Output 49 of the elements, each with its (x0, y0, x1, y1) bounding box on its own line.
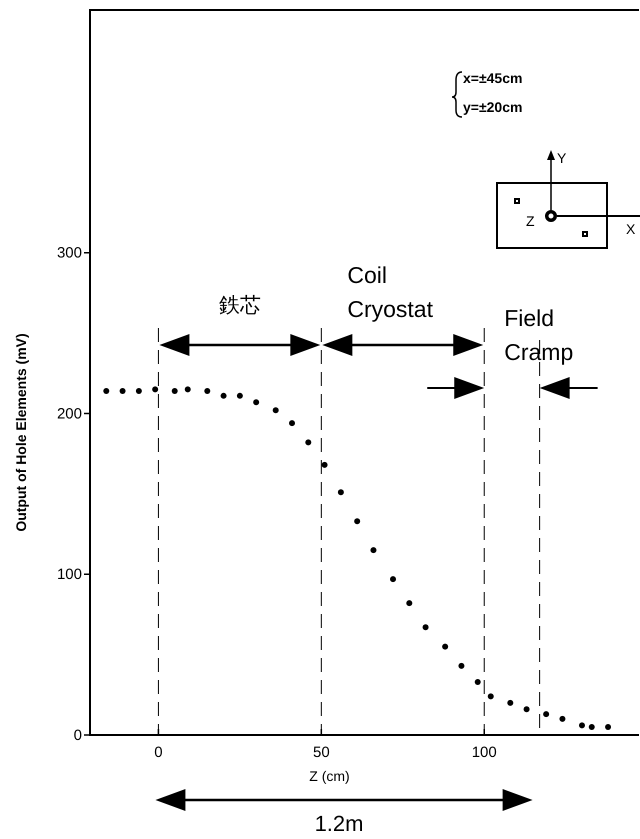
point (272, 407, 279, 414)
point (136, 388, 142, 394)
point (458, 662, 464, 669)
point (488, 693, 494, 700)
annotation: Y (557, 150, 567, 166)
point (220, 392, 227, 399)
point (322, 462, 328, 468)
point (474, 678, 481, 685)
y-axis-title: Output of Hole Elements (mV) (13, 333, 29, 532)
point (588, 724, 595, 730)
x-tick-label: 100 (472, 744, 497, 761)
y-tick-label: 200 (56, 405, 82, 422)
annotation: x=±45cm (463, 70, 522, 86)
point (354, 518, 360, 524)
point (289, 420, 296, 426)
point (338, 489, 344, 496)
point (236, 392, 243, 399)
annotation: Field Cramp (504, 305, 574, 365)
point (370, 547, 376, 554)
point (390, 576, 396, 582)
annotation: X (626, 221, 636, 237)
point (442, 644, 448, 650)
y-tick-label: 0 (74, 727, 82, 744)
point (103, 388, 110, 394)
x-tick-label: 0 (154, 744, 163, 761)
point (559, 716, 566, 722)
point (305, 439, 312, 446)
point (605, 724, 612, 730)
point (507, 700, 514, 706)
point (524, 706, 530, 712)
point (253, 399, 260, 406)
annotation: 鉄芯 (218, 294, 261, 317)
point (172, 388, 178, 394)
annotation: Coil Cryostat (347, 262, 434, 322)
annotation: Z (526, 213, 535, 229)
point (120, 388, 126, 394)
point (578, 722, 585, 728)
point (184, 386, 191, 392)
point (543, 711, 550, 718)
point (152, 386, 158, 392)
y-tick-label: 100 (56, 566, 82, 584)
point (422, 624, 429, 630)
y-tick-label: 300 (56, 244, 82, 262)
text: 1.2m (314, 811, 364, 836)
annotation: y=±20cm (463, 99, 522, 115)
point (204, 388, 210, 394)
x-tick-label: 50 (312, 744, 330, 761)
point (406, 600, 412, 606)
x-axis-title: Z (cm) (309, 768, 350, 784)
